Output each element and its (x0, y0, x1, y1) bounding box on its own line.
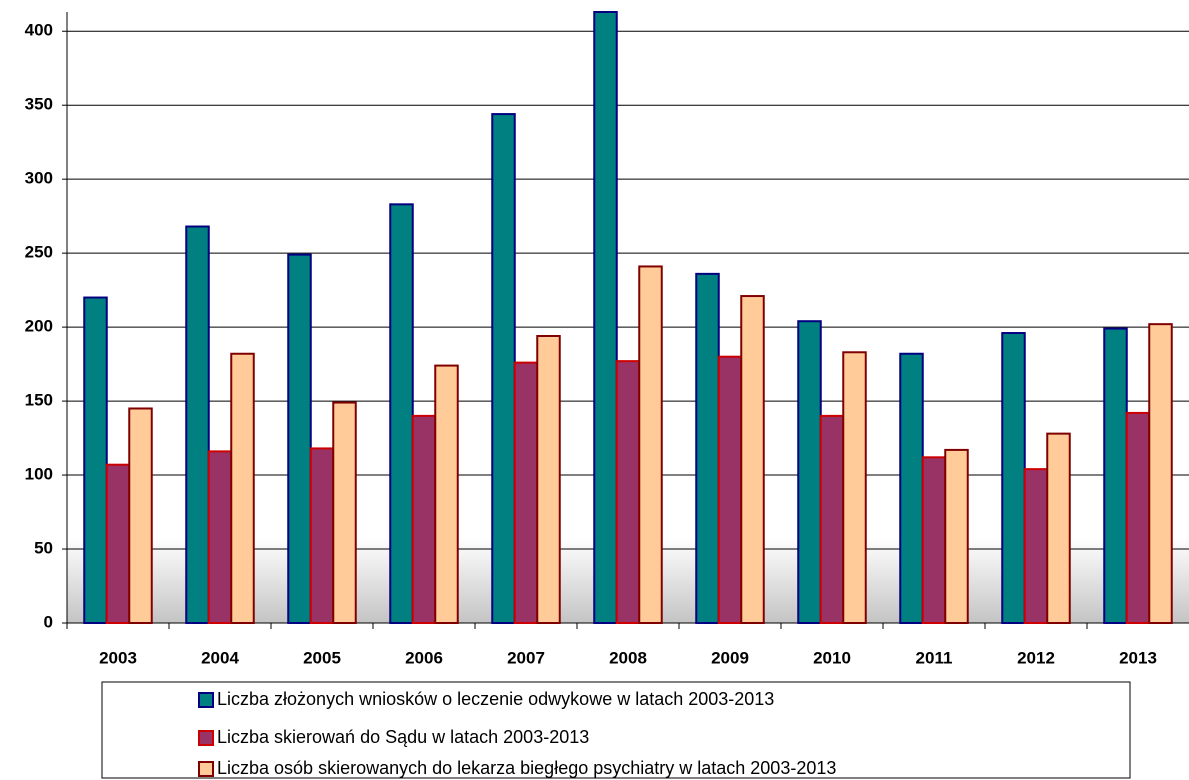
x-tick-label: 2011 (916, 648, 953, 667)
bar (230, 352, 255, 624)
bar (899, 352, 924, 624)
bar (593, 11, 618, 624)
x-tick-label: 2010 (813, 648, 851, 667)
legend-box (101, 681, 1131, 779)
bar (615, 360, 641, 624)
bar (309, 447, 335, 624)
y-tick-label: 300 (25, 169, 53, 188)
bar (332, 401, 357, 624)
y-tick-label: 250 (25, 243, 53, 262)
legend-label: Liczba osób skierowanych do lekarza bieg… (217, 758, 836, 778)
y-tick-label: 350 (25, 95, 53, 114)
bar (83, 296, 108, 624)
legend-label: Liczba złożonych wniosków o leczenie odw… (217, 689, 774, 709)
bar (1103, 327, 1128, 624)
y-tick-label: 150 (25, 391, 53, 410)
bar (797, 320, 822, 624)
x-tick-label: 2012 (1017, 648, 1055, 667)
bar (536, 334, 561, 624)
bar (1125, 411, 1151, 624)
y-tick-label: 400 (25, 21, 53, 40)
bar (944, 448, 969, 624)
x-tick-label: 2003 (99, 648, 137, 667)
x-tick-label: 2005 (303, 648, 341, 667)
bar (128, 407, 153, 624)
bar (1001, 332, 1026, 624)
bar (105, 463, 131, 624)
bar (695, 272, 720, 624)
x-tick-label: 2013 (1119, 648, 1157, 667)
bar (287, 253, 312, 624)
legend-label: Liczba skierowań do Sądu w latach 2003-2… (217, 727, 589, 747)
x-tick-label: 2007 (507, 648, 545, 667)
y-tick-label: 200 (25, 317, 53, 336)
bar (717, 355, 743, 624)
legend-swatch (198, 730, 214, 746)
x-tick-label: 2008 (609, 648, 647, 667)
x-tick-label: 2006 (405, 648, 443, 667)
x-tick-label: 2004 (201, 648, 239, 667)
bar (819, 414, 845, 624)
bar (921, 456, 947, 624)
bar (1046, 432, 1071, 624)
y-tick-label: 100 (25, 465, 53, 484)
bar (207, 450, 233, 625)
bar (513, 361, 539, 624)
bar (638, 265, 663, 624)
bar (185, 225, 210, 624)
bar (411, 414, 437, 624)
bar (740, 295, 765, 624)
bar (1148, 323, 1173, 624)
bar (389, 203, 414, 624)
y-tick-label: 0 (44, 612, 53, 631)
bar (491, 113, 516, 625)
y-tick-label: 50 (34, 539, 53, 558)
bar (1023, 468, 1049, 624)
bar (434, 364, 459, 624)
x-tick-label: 2009 (711, 648, 749, 667)
bar (842, 351, 867, 624)
legend-swatch (198, 761, 214, 777)
legend-swatch (198, 692, 214, 708)
